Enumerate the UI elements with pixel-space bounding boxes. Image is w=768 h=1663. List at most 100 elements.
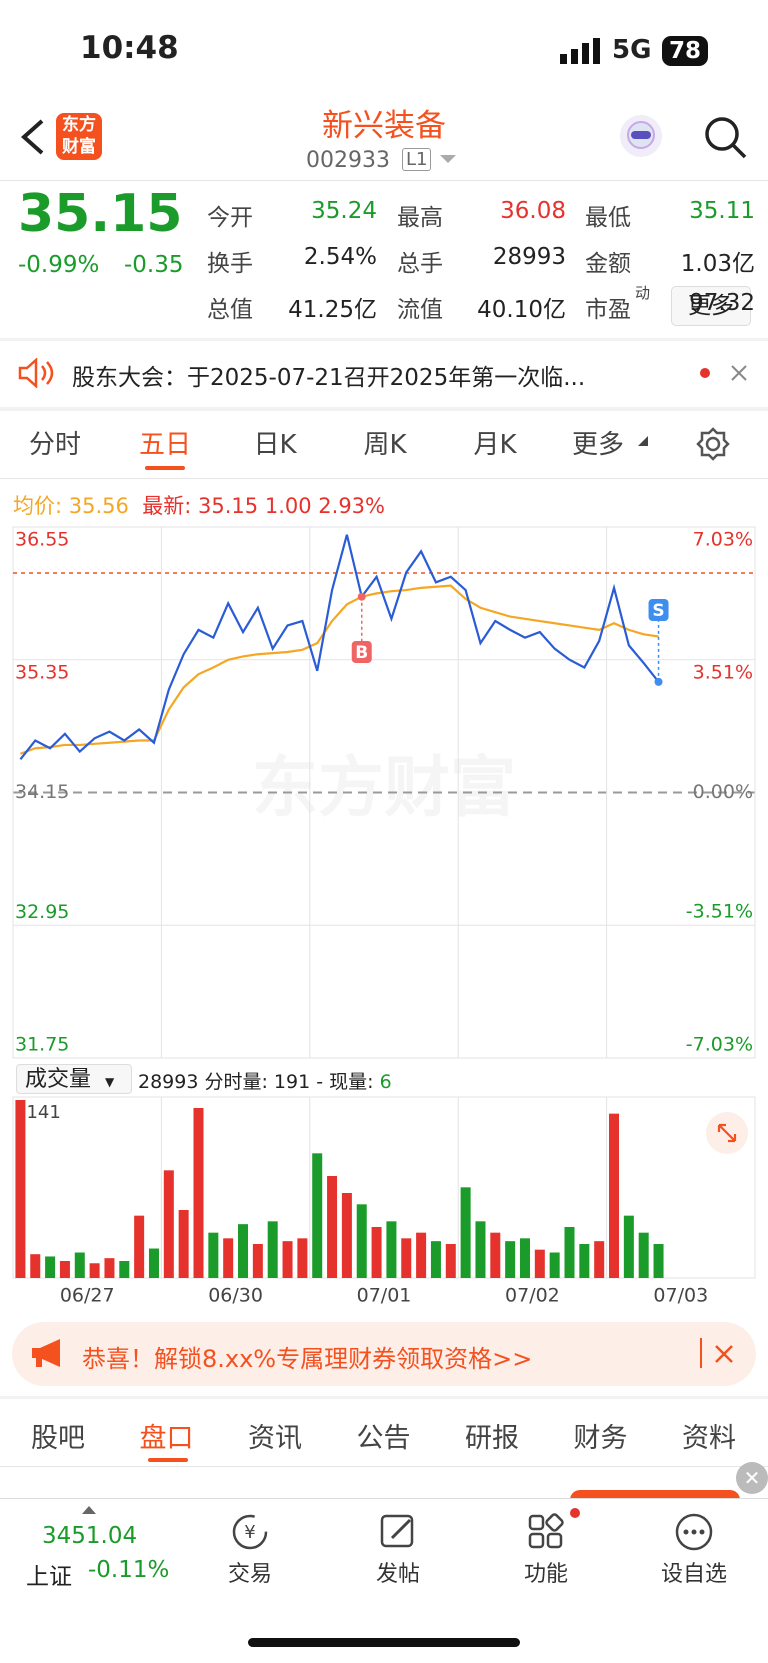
volume-bar: [59, 1260, 70, 1278]
stat-label: 总手: [397, 251, 443, 277]
marker-badge: [648, 599, 669, 621]
close-button[interactable]: ✕: [736, 1462, 768, 1494]
more-button[interactable]: 更多: [671, 286, 751, 326]
dropdown-icon[interactable]: [440, 153, 456, 165]
y2-tick-label: 7.03%: [693, 529, 753, 551]
divider: [0, 180, 768, 181]
stat-value: 41.25亿: [288, 297, 377, 323]
volume-bar: [490, 1232, 501, 1278]
megaphone-icon: [32, 1339, 60, 1367]
volume-info: 28993 分时量: 191 - 现量: 6: [138, 1067, 392, 1094]
index-name[interactable]: 上证: [26, 1564, 72, 1590]
volume-bar: [386, 1221, 397, 1278]
volume-bar: [252, 1243, 263, 1278]
bottom-tab[interactable]: 财务: [573, 1423, 628, 1454]
tab[interactable]: 日K: [253, 430, 297, 460]
volume-bar: [505, 1241, 516, 1278]
marker-label: B: [355, 643, 368, 663]
volume-bar: [623, 1215, 634, 1278]
volume-bar: [119, 1260, 130, 1278]
stat-value: 40.10亿: [477, 297, 566, 323]
search-button[interactable]: [702, 114, 748, 160]
x-tick-label: 06/27: [60, 1285, 115, 1307]
tab[interactable]: 更多: [571, 430, 624, 460]
legend-value: 1.00: [264, 494, 312, 518]
svg-text:¥: ¥: [244, 1522, 255, 1543]
bottom-tab[interactable]: 盘口: [139, 1423, 194, 1454]
tab-indicator: [148, 1458, 188, 1462]
index-value[interactable]: 3451.04: [42, 1523, 138, 1549]
stat-label: 最高: [397, 205, 443, 231]
tab[interactable]: 五日: [138, 430, 191, 460]
legend-label: 最新:: [142, 494, 192, 518]
volume-bar: [519, 1238, 530, 1278]
tab-indicator: [145, 466, 185, 470]
close-button[interactable]: [730, 364, 748, 382]
volume-bar: [579, 1243, 590, 1278]
notice-text[interactable]: 股东大会：于2025-07-21召开2025年第一次临...: [72, 365, 586, 391]
divider: [0, 1396, 768, 1399]
volume-current: 6: [379, 1071, 392, 1093]
watermark: 东方财富: [252, 749, 516, 826]
legend-label: 均价:: [13, 494, 63, 518]
nav-item[interactable]: 功能: [523, 1562, 568, 1587]
stock-code: 002933: [306, 148, 390, 173]
x-tick-label: 07/01: [357, 1285, 412, 1307]
settings-button[interactable]: [695, 426, 731, 462]
back-button[interactable]: [18, 117, 48, 157]
nav-item[interactable]: 交易: [227, 1562, 272, 1587]
volume-bar: [327, 1175, 338, 1278]
stat-label: 市盈: [585, 297, 631, 323]
stock-name: 新兴装备: [322, 108, 446, 144]
volume-selector[interactable]: 成交量 ▼: [16, 1064, 132, 1094]
index-change[interactable]: -0.11%: [88, 1557, 170, 1583]
volume-bar: [371, 1226, 382, 1278]
volume-bar: [15, 1100, 26, 1278]
volume-bar: [267, 1221, 278, 1278]
close-button[interactable]: [714, 1344, 734, 1364]
divider: [0, 407, 768, 411]
stat-label: 今开: [207, 205, 253, 231]
volume-tick-label: 3141: [15, 1102, 61, 1123]
y-tick-label: 36.55: [15, 529, 69, 551]
expand-button[interactable]: [706, 1112, 748, 1154]
function-icon: [528, 1513, 564, 1549]
volume-bar: [223, 1238, 234, 1278]
bottom-tab[interactable]: 股吧: [31, 1423, 85, 1454]
volume-bar: [104, 1258, 115, 1278]
volume-bar: [163, 1170, 174, 1278]
bottom-tab[interactable]: 资料: [682, 1423, 736, 1454]
separator: [700, 1338, 702, 1368]
speaker-icon: [18, 358, 54, 388]
volume-bar: [178, 1209, 189, 1278]
nav-item[interactable]: 发帖: [375, 1562, 420, 1587]
legend-value: 35.56: [68, 494, 129, 518]
stat-label: 金额: [585, 251, 631, 277]
stat-label: 最低: [585, 205, 631, 231]
volume-bar: [564, 1226, 575, 1278]
bottom-tab[interactable]: 资讯: [248, 1423, 302, 1454]
volume-text: 28993 分时量: 191 - 现量:: [138, 1071, 380, 1093]
stat-value: 97.32: [689, 290, 755, 316]
banner-text[interactable]: 恭喜！解锁8.xx%专属理财券领取资格>>: [82, 1345, 533, 1373]
volume-bar: [148, 1248, 159, 1278]
volume-bar: [30, 1254, 41, 1278]
stat-label: 流值: [397, 297, 443, 323]
y-tick-label: 31.75: [15, 1034, 69, 1056]
nav-item[interactable]: 设自选: [660, 1562, 727, 1587]
tab[interactable]: 分时: [28, 430, 81, 460]
signal-icon: [560, 38, 600, 64]
bottom-tab[interactable]: 公告: [356, 1423, 411, 1454]
assistant-avatar[interactable]: [618, 113, 664, 159]
stat-value: 28993: [492, 244, 566, 270]
tab[interactable]: 周K: [363, 430, 407, 460]
bottom-tab[interactable]: 研报: [465, 1423, 519, 1454]
promo-banner[interactable]: [12, 1322, 756, 1386]
volume-bar: [430, 1241, 441, 1278]
stat-value: 35.24: [311, 198, 377, 224]
marker-label: S: [652, 601, 664, 621]
tab[interactable]: 月K: [473, 430, 517, 460]
y2-tick-label: 3.51%: [693, 661, 753, 683]
